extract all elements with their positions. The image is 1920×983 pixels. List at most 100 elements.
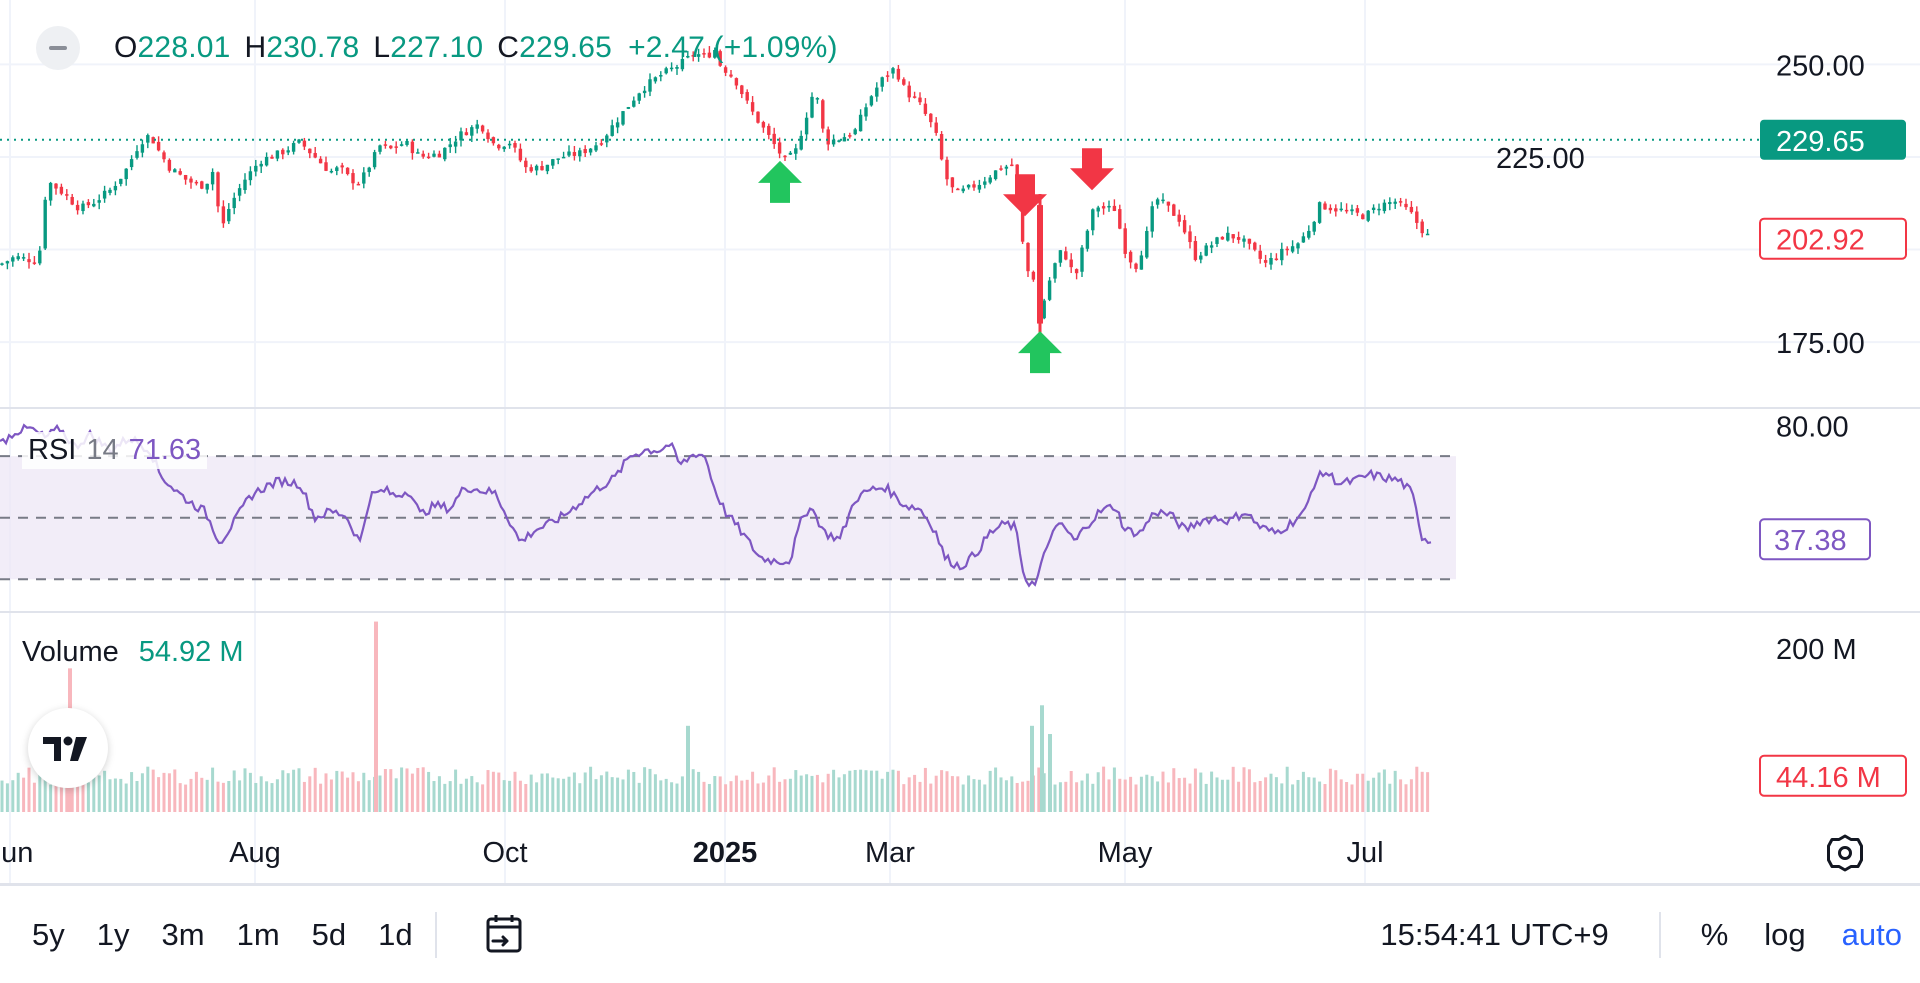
volume-bar [1199,772,1203,812]
range-1y-button[interactable]: 1y [96,916,130,952]
candle-body [556,158,560,160]
candle-body [259,163,263,167]
candle-body [1344,209,1349,212]
volume-bar [11,780,15,812]
log-scale-button[interactable]: log [1764,916,1806,952]
volume-bar [556,778,560,812]
percent-scale-button[interactable]: % [1700,916,1729,952]
candle-body [1085,230,1090,249]
auto-scale-button[interactable]: auto [1841,916,1902,952]
volume-bar [243,768,247,812]
candle-body [421,153,425,157]
price-tick-label: 175.00 [1776,328,1865,360]
range-5d-button[interactable]: 5d [311,916,347,952]
volume-bar [1075,782,1079,812]
volume-bar [1345,781,1349,812]
candle-body [1107,205,1111,208]
candle-body [308,148,312,154]
volume-bar [1420,771,1424,812]
volume-bar [1409,779,1413,812]
volume-bar [1037,767,1041,812]
volume-bar [1323,784,1327,812]
volume-bar [1237,781,1241,812]
candle-body [956,188,960,191]
volume-bar [367,780,371,812]
candle-body [1139,255,1144,270]
candle-body [216,172,220,207]
volume-bar [324,773,328,812]
volume-bar [632,771,636,812]
volume-bar [1318,781,1322,812]
volume-bar [1215,777,1219,812]
candle-body [124,168,128,180]
volume-bar [697,771,701,812]
volume-bar [950,776,954,812]
candle-body [1150,206,1154,232]
candle-body [929,113,933,123]
volume-bar [54,767,58,812]
volume-bar [124,783,128,812]
volume-bar [913,774,917,812]
candle-body [232,197,236,209]
range-5y-button[interactable]: 5y [32,916,65,952]
candle-body [1398,201,1403,203]
candle-body [745,92,749,101]
candle-body [529,167,533,172]
volume-bar [1350,784,1354,812]
candle-body [92,203,96,207]
candle-body [572,152,577,156]
candle-body [351,173,355,184]
candle-body [1388,202,1392,205]
candle-body [761,122,766,128]
date-range-button[interactable] [479,910,529,960]
volume-bar [616,777,620,812]
collapse-legend-button[interactable] [36,26,80,70]
chart-canvas[interactable]: 225.00 250.00 175.00 229.65 202.92 80.00 37.38… [0,0,1920,884]
candle-body [383,144,388,146]
candle-body [286,150,290,153]
volume-bar [886,771,890,812]
volume-bar [853,769,857,812]
volume-bar [1291,784,1295,812]
candle-body [70,196,74,205]
volume-bar [76,775,80,812]
chart-settings-button[interactable] [1822,830,1868,876]
volume-bar [189,778,193,812]
candle-body [869,96,874,106]
candle-body [939,134,944,160]
range-1m-button[interactable]: 1m [236,916,280,952]
volume-legend[interactable]: Volume 54.92 M [22,636,244,669]
volume-bar [1004,780,1008,812]
candle-body [86,202,91,206]
candle-body [734,78,739,86]
candle-body [934,122,938,133]
tradingview-logo[interactable] [28,708,108,788]
volume-bar [1366,780,1370,812]
candle-body [389,145,393,149]
candle-body [729,74,733,77]
candle-body [378,145,382,152]
open-key: O [114,31,138,64]
candle-body [999,168,1003,170]
volume-bar [702,781,706,812]
candle-body [983,181,987,185]
volume-bar [1102,766,1106,812]
volume-bar [1026,780,1030,812]
volume-bar [567,776,571,812]
volume-bar [1242,767,1246,812]
candle-body [1236,237,1241,240]
range-3m-button[interactable]: 3m [161,916,205,952]
range-1d-button[interactable]: 1d [378,916,413,952]
volume-bar [216,781,220,812]
volume-bar [448,781,452,812]
volume-bar [734,775,738,812]
volume-bar [1193,768,1197,812]
volume-bar [475,782,479,812]
time-axis-label: Aug [229,837,281,869]
volume-bar [599,775,603,812]
candle-body [459,131,463,141]
volume-bar [1296,779,1300,812]
candle-body [740,85,744,95]
volume-bar [621,779,625,812]
rsi-legend[interactable]: RSI 14 71.63 [22,432,208,469]
